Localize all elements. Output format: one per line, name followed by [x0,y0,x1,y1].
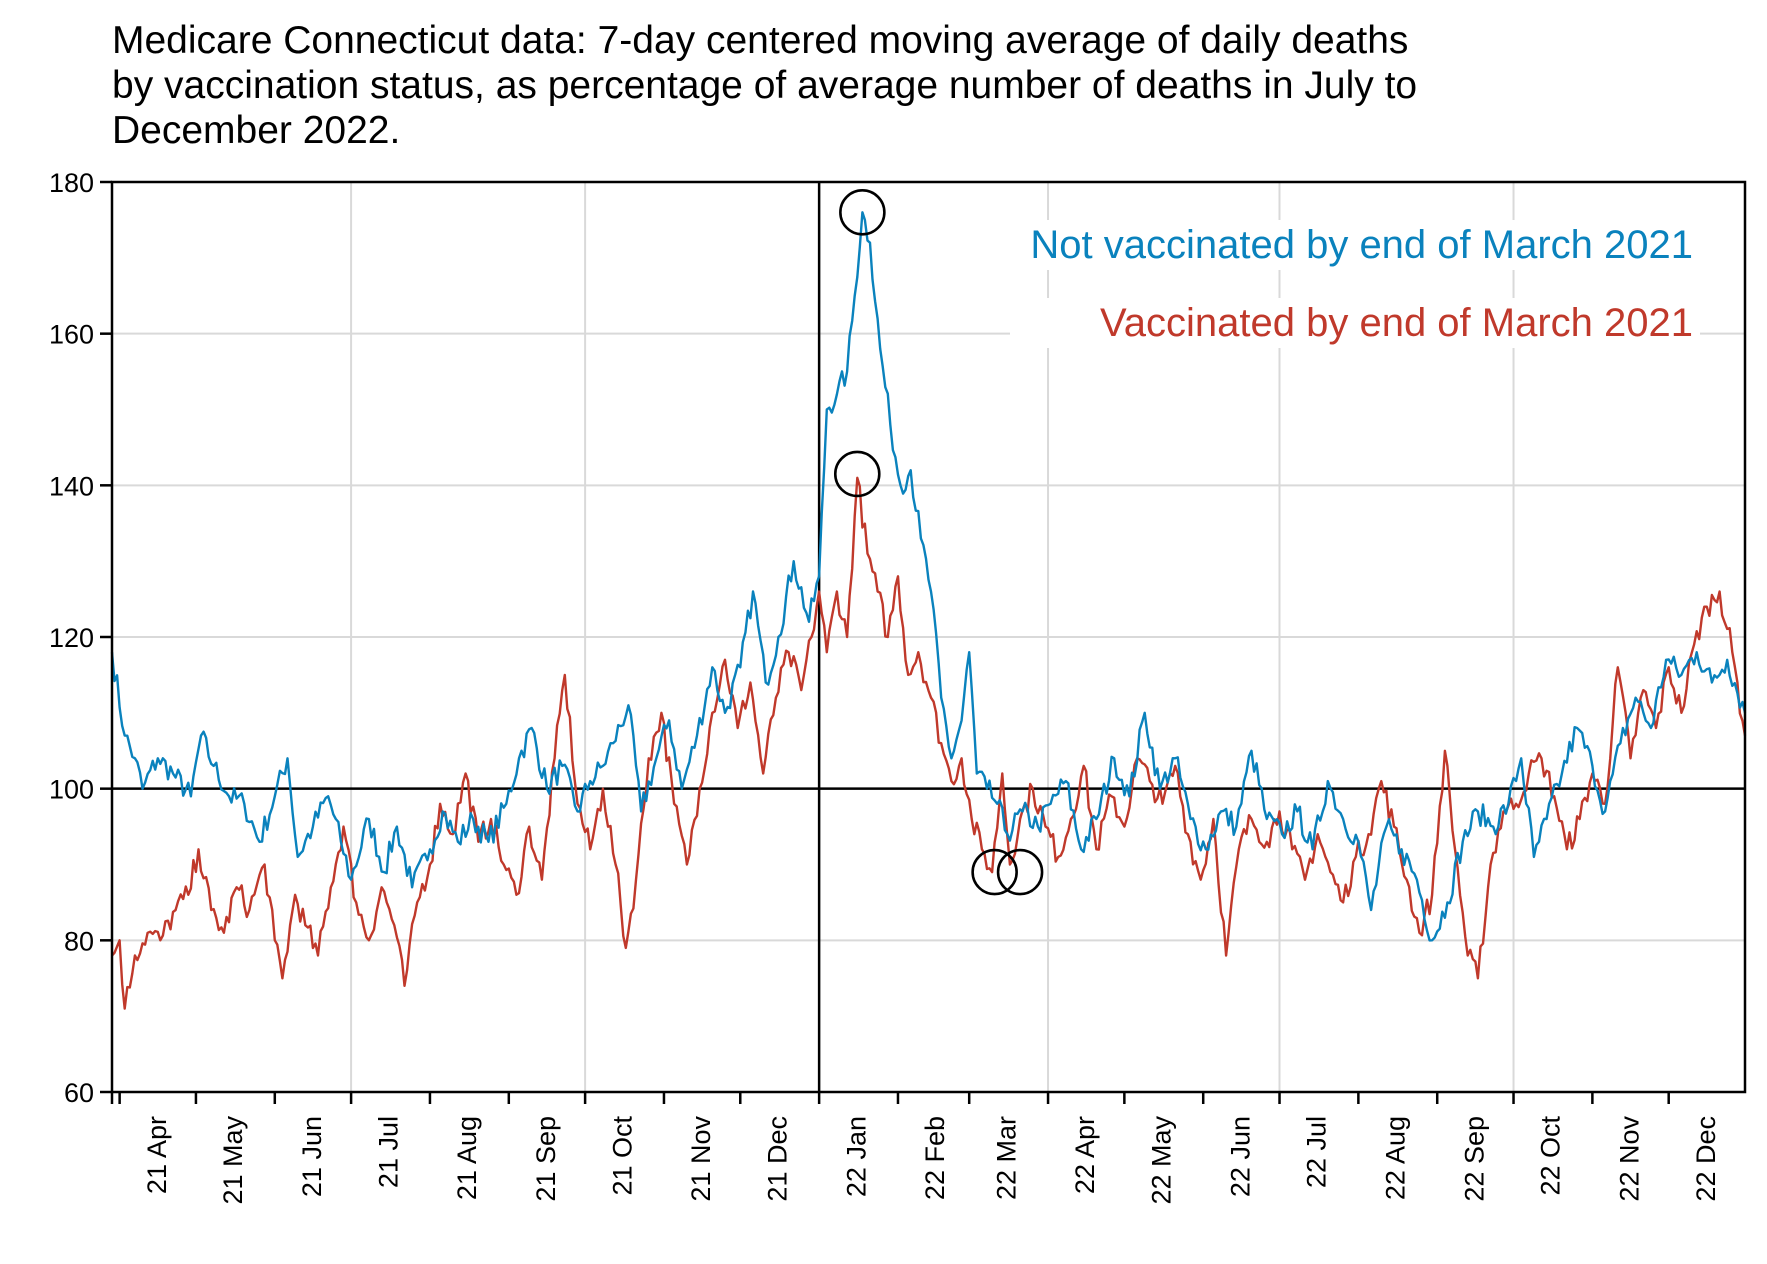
x-tick-label: 21 May [218,1116,248,1205]
annotation-circle [833,450,881,498]
x-tick-label: 22 May [1147,1116,1177,1205]
series-line-not-vaccinated [110,211,1747,942]
legend-label-vaccinated: Vaccinated by end of March 2021 [1100,301,1693,345]
y-tick-label: 60 [64,1078,94,1108]
annotation-circle [996,848,1044,896]
axis-ticks: 60 80 100 120 140 160 180 21 Apr 21 May 21 Jun 21 … [49,168,1721,1205]
series-line-vaccinated [111,476,1747,1010]
x-tick-label: 22 Oct [1536,1116,1566,1196]
x-tick-label: 21 Apr [142,1116,172,1194]
legend-label-not-vaccinated: Not vaccinated by end of March 2021 [1030,223,1693,267]
y-tick-label: 100 [49,775,94,805]
y-tick-label: 140 [49,471,94,501]
y-tick-label: 120 [49,623,94,653]
x-tick-label: 22 Apr [1070,1116,1100,1194]
chart-title-line-1: Medicare Connecticut data: 7-day centere… [112,19,1409,62]
x-tick-label: 21 Aug [452,1116,482,1200]
x-tick-label: 22 Jul [1302,1116,1332,1188]
x-tick-label: 21 Sep [531,1116,561,1202]
y-tick-label: 80 [64,926,94,956]
x-tick-label: 22 Jun [1225,1116,1255,1197]
annotation-circles [833,189,1044,896]
chart-title-line-2: by vaccination status, as percentage of … [112,64,1418,107]
y-tick-label: 180 [49,168,94,198]
legend-background [930,220,1700,270]
x-tick-label: 22 Dec [1691,1116,1721,1202]
annotation-circle [839,189,886,236]
x-tick-label: 22 Sep [1459,1116,1489,1202]
x-tick-label: 21 Jul [373,1116,403,1188]
x-tick-label: 21 Oct [607,1116,637,1196]
x-tick-label: 22 Jan [841,1116,871,1197]
y-tick-label: 160 [49,320,94,350]
x-tick-label: 21 Jun [297,1116,327,1197]
legend: Not vaccinated by end of March 2021 Vacci… [930,220,1700,348]
x-tick-label: 22 Mar [991,1116,1021,1200]
chart-title-line-3: December 2022. [112,109,401,152]
series-lines [110,211,1747,1010]
x-tick-label: 22 Feb [920,1116,950,1200]
annotation-circle [971,848,1018,896]
chart-title: Medicare Connecticut data: 7-day centere… [112,18,1712,153]
legend-background [1010,298,1700,348]
x-tick-label: 22 Nov [1615,1116,1645,1202]
x-tick-label: 22 Aug [1381,1116,1411,1200]
x-tick-label: 21 Nov [686,1116,716,1202]
x-tick-label: 21 Dec [762,1116,792,1202]
reference-lines [112,182,1745,1092]
